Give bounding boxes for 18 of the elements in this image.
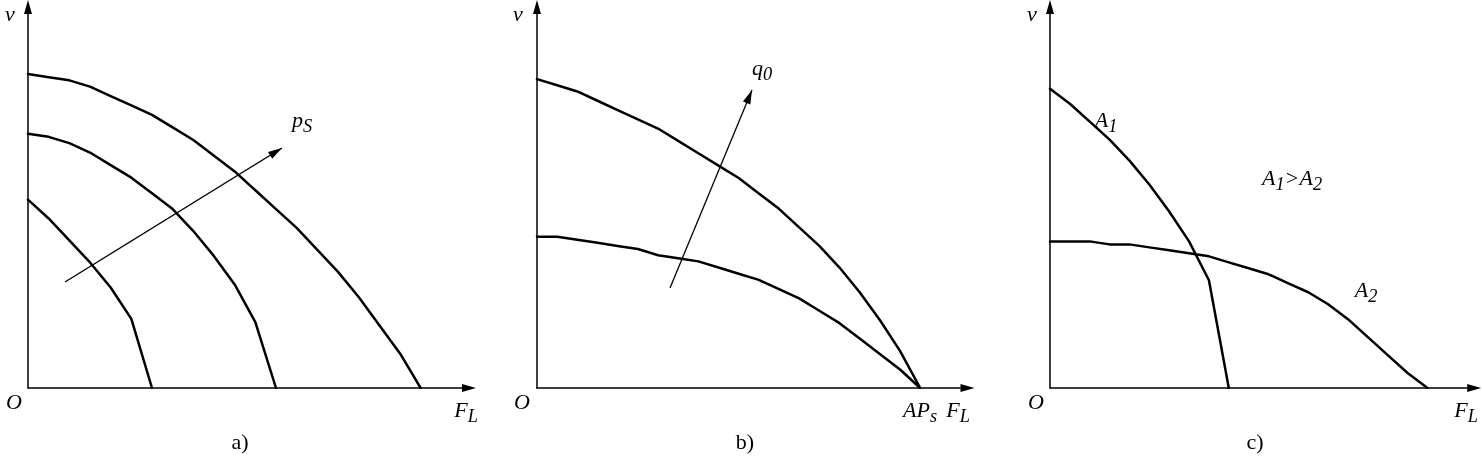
text: O [514,389,530,415]
annotation: q$_{0}$ [751,54,773,86]
series-label: A$_{1}$ [1094,106,1118,138]
y-axis-title: v [513,1,523,27]
y-axis-title: v [5,1,15,27]
x-axis-title: F$_{L}$ [1454,396,1478,428]
y-axis-title: v [1027,1,1037,27]
text: b) [735,429,755,455]
series-label: A$_{2}$ [1354,276,1378,308]
x-axis-title: F$_{L}$ [946,396,970,428]
text: O [6,389,22,415]
text: AP$_{s}$ [902,396,938,428]
annotation: A$_{1}$>A$_{2}$ [1261,164,1323,196]
text: a) [231,429,249,455]
annotation: p$_{S}$ [291,106,313,138]
text: O [1028,389,1044,415]
text: c) [1246,429,1264,455]
x-axis-title: F$_{L}$ [454,396,478,428]
